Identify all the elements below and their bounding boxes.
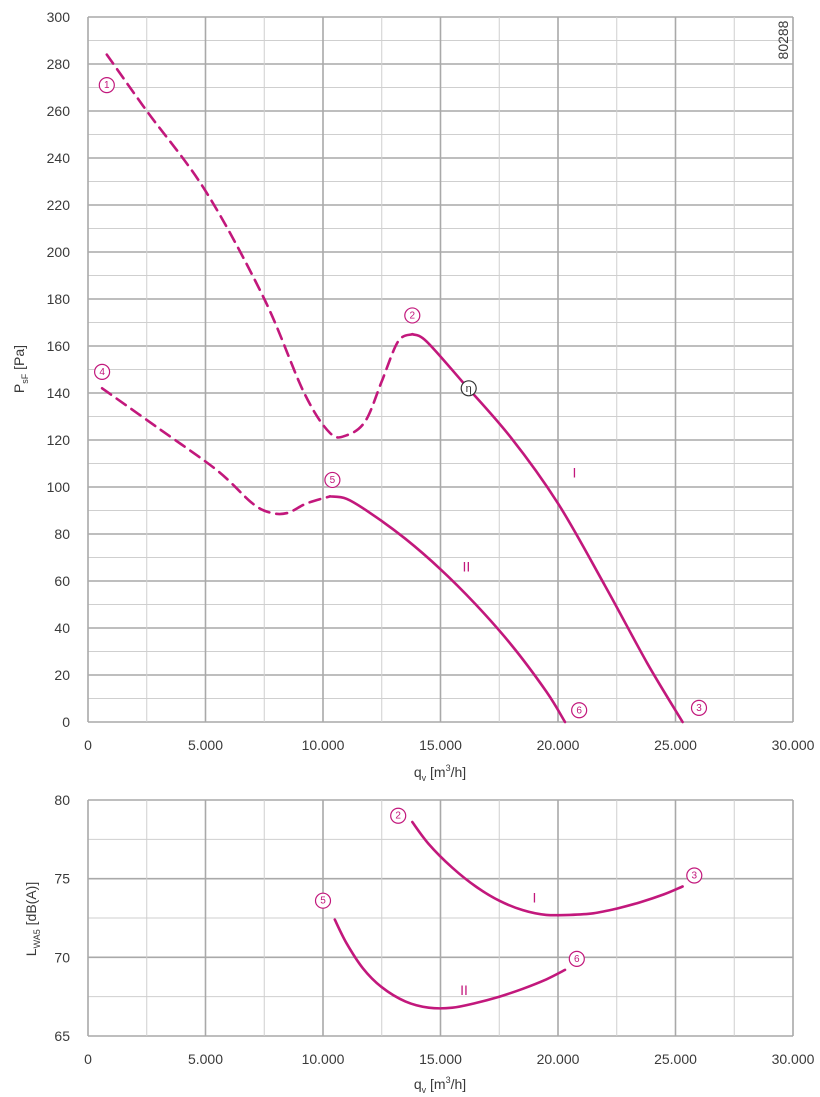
sound-x-tick-label: 15.000 [419, 1051, 462, 1067]
sound-point-marker-2: 2 [390, 807, 407, 824]
pressure-point-marker-2: 2 [404, 307, 421, 324]
pressure-curve-ii-solid [328, 495, 567, 724]
pressure-y-axis-label: PsF [Pa] [11, 345, 30, 393]
pressure-y-tick-label: 300 [47, 9, 71, 25]
marker-label: 3 [692, 871, 698, 882]
pressure-y-tick-label: 60 [54, 573, 70, 589]
pressure-x-tick-label: 10.000 [302, 737, 345, 753]
marker-label: 5 [330, 475, 336, 486]
marker-circle [686, 867, 703, 884]
marker-circle [390, 807, 407, 824]
sound-x-tick-labels: 0 5.000 10.000 15.000 20.000 25.000 30.000 [84, 1051, 815, 1067]
marker-label: 6 [576, 705, 582, 716]
pressure-y-tick-label: 180 [47, 291, 71, 307]
pressure-x-tick-label: 5.000 [188, 737, 223, 753]
marker-label: η [466, 383, 472, 395]
pressure-y-tick-label: 100 [47, 479, 71, 495]
sound-x-tick-label: 25.000 [654, 1051, 697, 1067]
sound-curve-label: II [460, 982, 468, 998]
marker-label: 4 [99, 367, 105, 378]
pressure-y-tick-labels: 0 20 40 60 80 100 120 140 160 180 200 220 240 260 280 3… [47, 9, 71, 730]
sound-point-marker-5: 5 [314, 892, 332, 909]
marker-label: 6 [574, 954, 580, 965]
pressure-x-tick-label: 20.000 [537, 737, 580, 753]
marker-circle [404, 307, 421, 324]
sound-x-tick-label: 0 [84, 1051, 92, 1067]
pressure-curve-i-dashed [105, 53, 414, 439]
sound-point-marker-3: 3 [686, 867, 703, 884]
pressure-y-tick-label: 120 [47, 432, 71, 448]
pressure-point-marker-6: 6 [571, 702, 588, 719]
pressure-point-marker-1: 1 [98, 77, 115, 94]
sound-x-tick-label: 20.000 [537, 1051, 580, 1067]
diagram-code-label: 80288 [775, 20, 791, 59]
marker-label: 3 [696, 703, 702, 714]
pressure-y-tick-label: 0 [62, 714, 70, 730]
sound-y-tick-label: 75 [54, 871, 70, 887]
pressure-x-tick-label: 0 [84, 737, 92, 753]
marker-circle [93, 363, 111, 380]
pressure-curve-labels: III [462, 465, 576, 575]
sound-level-chart: 0 5.000 10.000 15.000 20.000 25.000 30.000 657… [23, 792, 815, 1095]
pressure-y-tick-label: 280 [47, 56, 71, 72]
pressure-y-tick-label: 20 [54, 667, 70, 683]
pressure-curve-label: I [573, 465, 577, 481]
marker-circle [568, 950, 585, 968]
pressure-y-tick-label: 80 [54, 526, 70, 542]
pressure-y-tick-label: 260 [47, 103, 71, 119]
pressure-point-marker-3: 3 [690, 699, 708, 717]
marker-label: 1 [104, 80, 110, 91]
marker-label: 5 [320, 896, 326, 907]
sound-x-tick-label: 5.000 [188, 1051, 223, 1067]
marker-circle [324, 471, 341, 489]
marker-circle [98, 77, 115, 94]
marker-label: 2 [410, 310, 416, 321]
pressure-series [100, 53, 684, 724]
pressure-x-tick-label: 25.000 [654, 737, 697, 753]
sound-point-marker-6: 6 [568, 950, 585, 968]
pressure-x-tick-labels: 0 5.000 10.000 15.000 20.000 25.000 30.000 [84, 737, 815, 753]
pressure-y-tick-label: 240 [47, 150, 71, 166]
pressure-y-tick-label: 160 [47, 338, 71, 354]
sound-operating-point-markers: 2 3 5 6 [314, 807, 703, 968]
sound-curve-i-solid [411, 820, 684, 917]
pressure-y-tick-label: 140 [47, 385, 71, 401]
marker-circle [690, 699, 708, 717]
sound-grid [87, 799, 794, 1037]
sound-y-tick-label: 70 [54, 949, 70, 965]
marker-circle [460, 380, 477, 397]
sound-y-tick-label: 80 [54, 792, 70, 808]
pressure-y-tick-label: 200 [47, 244, 71, 260]
pressure-point-marker-4: 4 [93, 363, 111, 380]
sound-curve-label: I [533, 889, 537, 905]
pressure-x-tick-label: 15.000 [419, 737, 462, 753]
sound-curve-ii-solid [333, 918, 567, 1010]
sound-curve-labels: III [460, 889, 536, 998]
pressure-curve-label: II [462, 559, 470, 575]
pressure-efficiency-marker: η [460, 380, 477, 397]
pressure-grid [87, 16, 794, 723]
pressure-chart: 0 5.000 10.000 15.000 20.000 25.000 30.000 020… [11, 9, 815, 783]
pressure-y-tick-label: 220 [47, 197, 71, 213]
pressure-x-axis-label: qv [m3/h] [414, 763, 466, 783]
marker-circle [314, 892, 332, 909]
sound-y-tick-label: 65 [54, 1028, 70, 1044]
pressure-point-marker-5: 5 [324, 471, 341, 489]
pressure-operating-point-markers: 1 2 3 4 5 6 η [93, 77, 708, 719]
sound-x-tick-label: 30.000 [772, 1051, 815, 1067]
pressure-curve-i-solid [411, 332, 684, 724]
sound-x-tick-label: 10.000 [302, 1051, 345, 1067]
sound-x-axis-label: qv [m3/h] [414, 1075, 466, 1095]
sound-series [333, 820, 684, 1010]
pressure-x-tick-label: 30.000 [772, 737, 815, 753]
sound-y-axis-label: LWA5 [dB(A)] [23, 882, 42, 956]
marker-circle [571, 702, 588, 719]
pressure-curve-ii-dashed [100, 387, 332, 516]
marker-label: 2 [395, 811, 401, 822]
sound-y-tick-labels: 65 70 75 80 [54, 792, 70, 1044]
pressure-y-tick-label: 40 [54, 620, 70, 636]
